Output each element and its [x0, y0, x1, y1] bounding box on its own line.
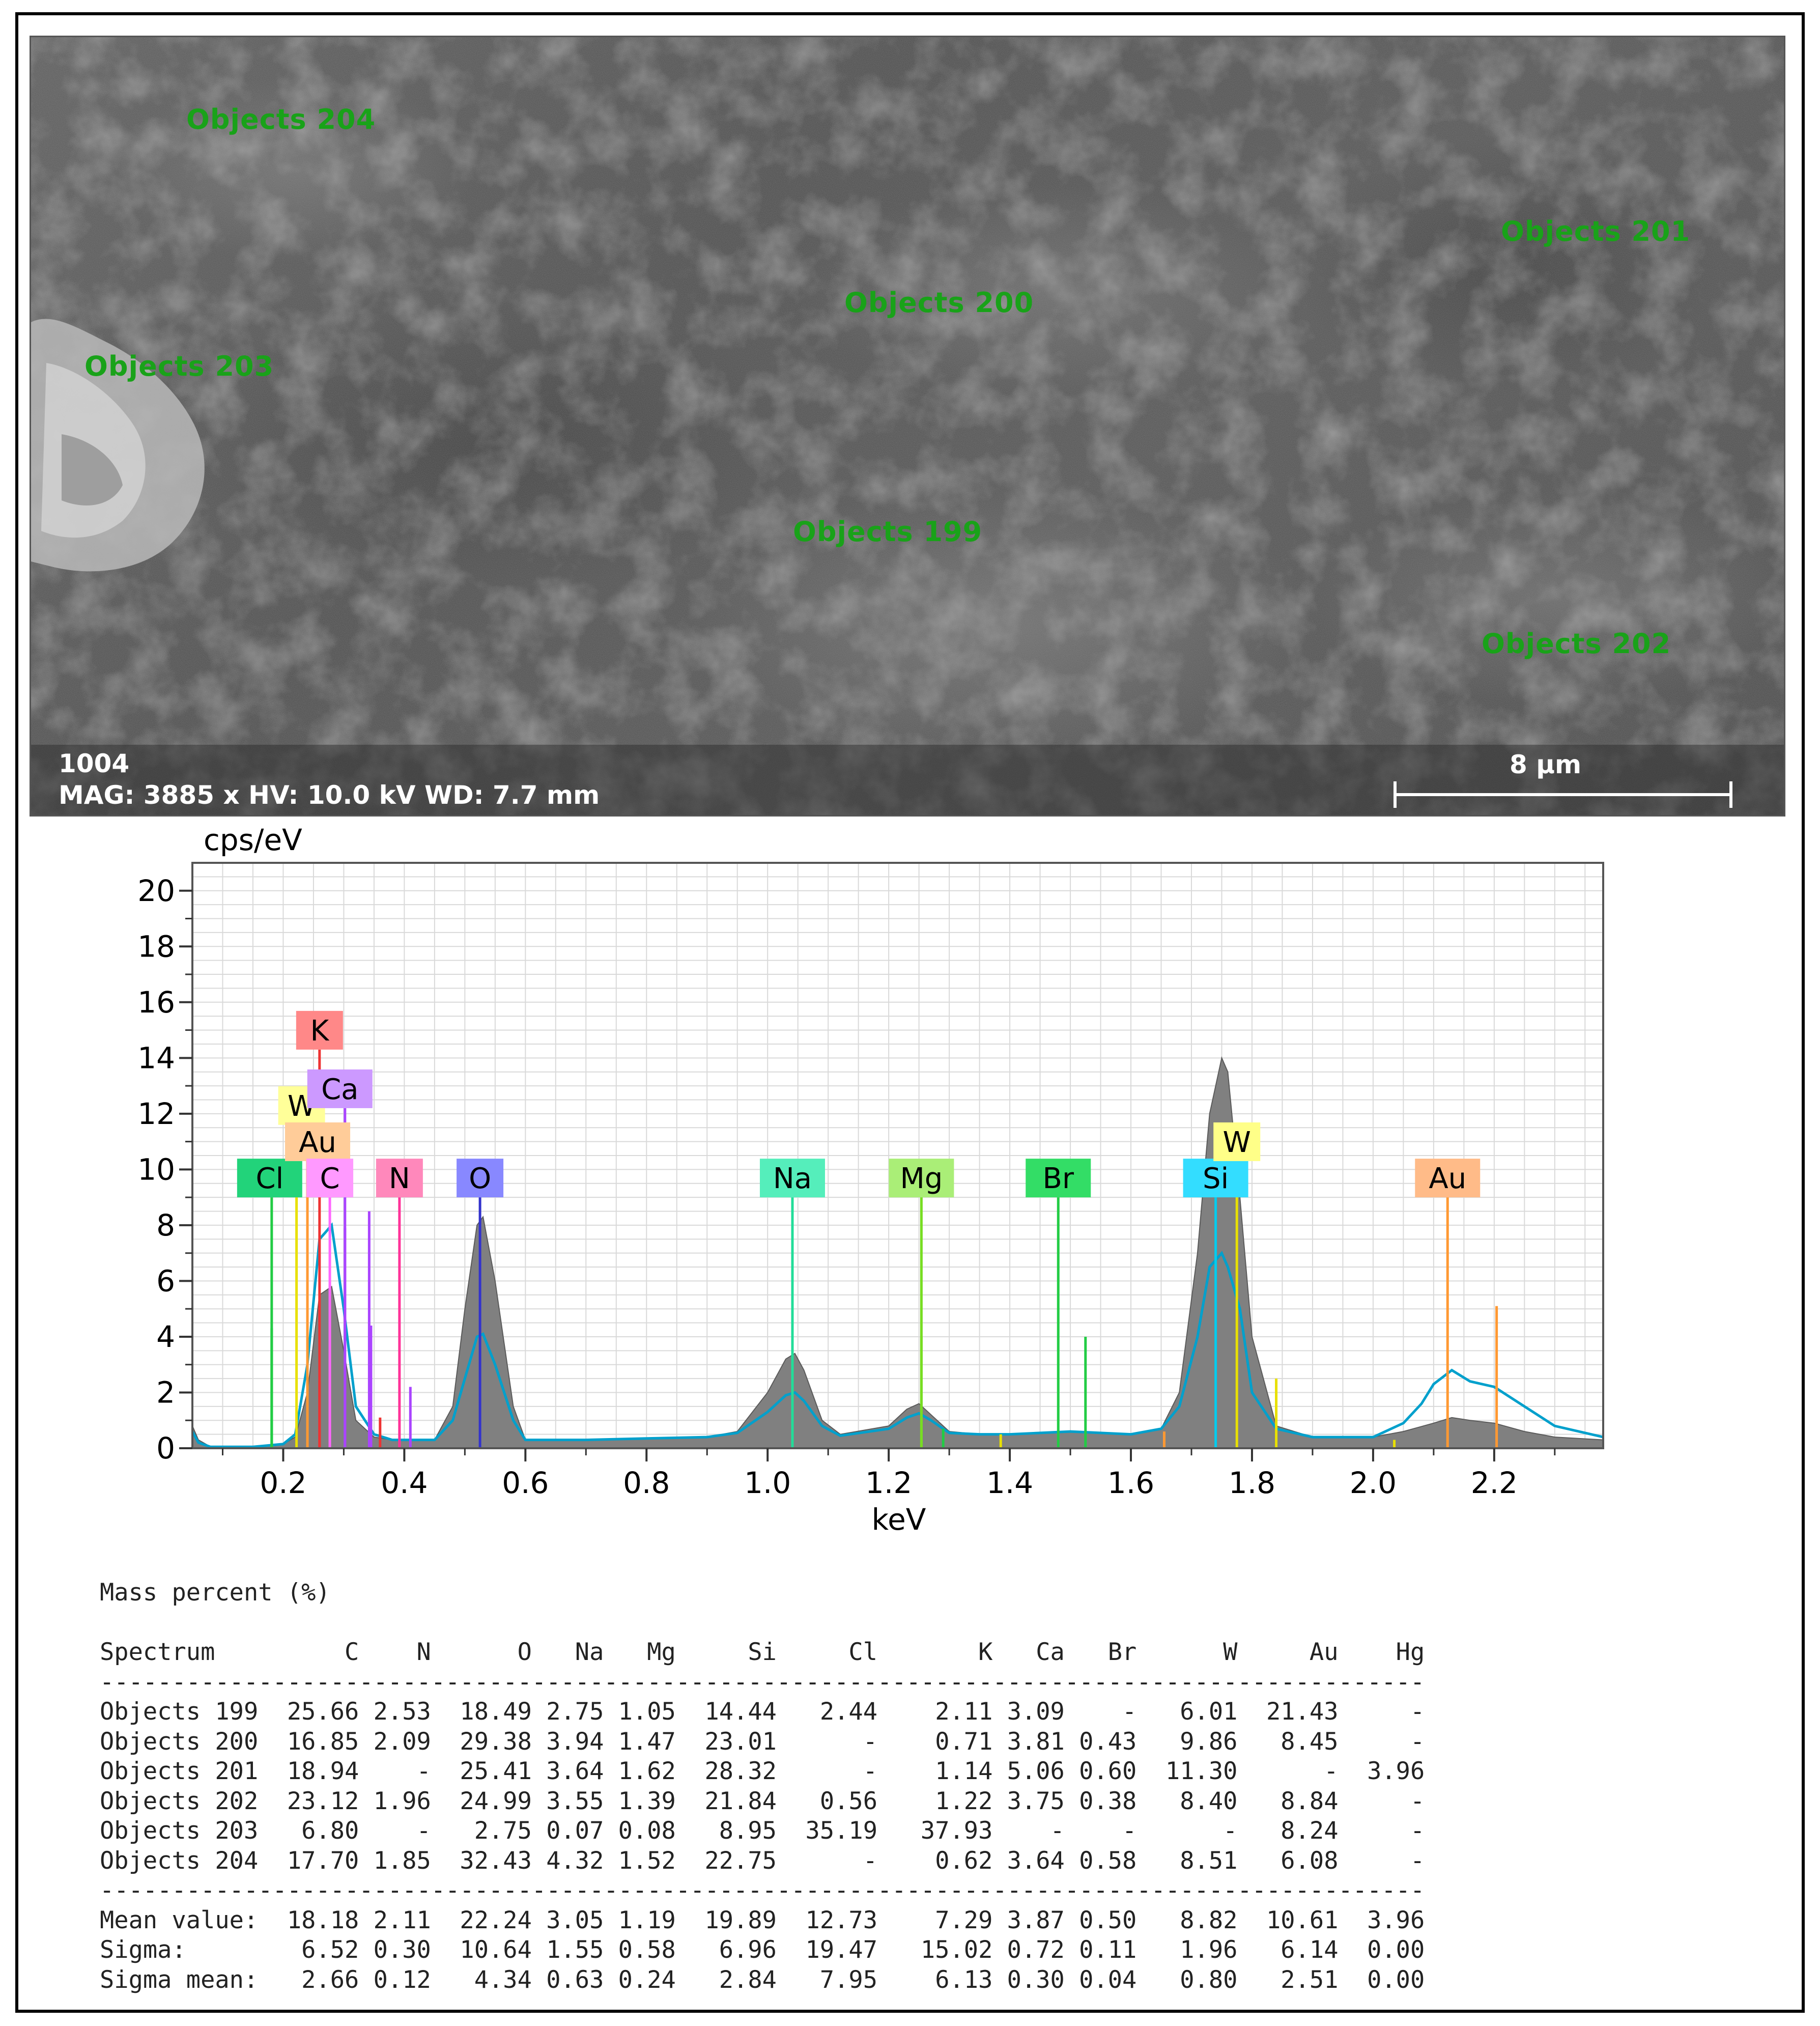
element-label-box	[285, 1122, 351, 1161]
element-label: O	[469, 1162, 491, 1195]
element-label: Cl	[256, 1162, 284, 1195]
x-tick-label: 2.2	[1471, 1466, 1518, 1500]
acquisition-info: MAG: 3885 x HV: 10.0 kV WD: 7.7 mm	[59, 780, 600, 810]
element-label: Au	[1429, 1162, 1466, 1195]
eds-spectrum-chart: 0 2 4 6 8 10 12 14 16 18 20 0.2 0.4 0.6 0.8 1.0 1.2 1.4 1.…	[137, 823, 1604, 1537]
y-tick-label: 14	[137, 1040, 175, 1075]
element-label-box	[296, 1010, 343, 1050]
y-tick-label: 12	[137, 1096, 175, 1131]
element-label: Na	[773, 1162, 812, 1195]
y-tick-label: 8	[156, 1208, 175, 1243]
element-label-box	[889, 1159, 954, 1198]
chart-series	[191, 1056, 1604, 1449]
element-label: Ca	[321, 1073, 358, 1106]
x-tick-label: 0.4	[381, 1466, 428, 1500]
element-label-box	[1026, 1159, 1091, 1198]
element-label: Si	[1203, 1162, 1229, 1195]
element-label-box	[1213, 1122, 1261, 1161]
table-title: Mass percent (%)	[100, 1579, 330, 1607]
x-tick-label: 1.8	[1229, 1466, 1275, 1500]
object-label: Objects 201	[1501, 215, 1691, 247]
x-axis-label: keV	[872, 1502, 926, 1537]
element-label-box	[457, 1159, 504, 1198]
y-tick-label: 0	[156, 1431, 175, 1466]
chart-grid	[192, 862, 1603, 1449]
element-label: W	[1223, 1126, 1251, 1159]
y-axis-label: cps/eV	[204, 823, 302, 857]
chart-axes: 0 2 4 6 8 10 12 14 16 18 20 0.2 0.4 0.6 0.8 1.0 1.2 1.4 1.…	[137, 862, 1604, 1500]
element-label: Mg	[900, 1162, 943, 1195]
plot-frame	[191, 862, 1604, 1449]
y-tick-label: 16	[137, 985, 175, 1020]
x-tick-label: 0.6	[502, 1466, 549, 1500]
image-id: 1004	[59, 749, 130, 778]
element-label: Au	[299, 1126, 336, 1159]
y-tick-label: 10	[137, 1152, 175, 1187]
element-label-box	[376, 1159, 423, 1198]
element-label-box	[307, 1069, 373, 1108]
element-label: K	[310, 1015, 329, 1048]
element-label-box	[1183, 1159, 1248, 1198]
mass-percent-table: Mass percent (%) Spectrum C N O Na Mg Si…	[100, 1578, 1425, 1995]
x-tick-label: 1.2	[865, 1466, 912, 1500]
x-tick-label: 0.2	[260, 1466, 306, 1500]
x-tick-label: 2.0	[1350, 1466, 1397, 1500]
object-label: Objects 200	[844, 287, 1034, 319]
object-label: Objects 203	[84, 350, 274, 382]
element-label-box	[237, 1159, 302, 1198]
y-tick-label: 20	[137, 874, 175, 908]
object-label: Objects 199	[793, 516, 983, 548]
object-label: Objects 204	[186, 103, 376, 135]
y-tick-label: 6	[156, 1263, 175, 1298]
element-label: N	[389, 1162, 410, 1195]
y-tick-label: 2	[156, 1375, 175, 1410]
y-tick-label: 18	[137, 929, 175, 964]
element-label-box	[306, 1159, 354, 1198]
x-tick-label: 1.6	[1107, 1466, 1154, 1500]
scale-bar-label: 8 µm	[1510, 750, 1582, 779]
y-tick-label: 4	[156, 1319, 175, 1354]
element-label-box	[759, 1159, 825, 1198]
element-label: Br	[1043, 1162, 1074, 1195]
sem-micrograph: Objects 204 Objects 201 Objects 200 Obje…	[30, 36, 1785, 817]
x-tick-label: 0.8	[623, 1466, 670, 1500]
element-label-box	[1415, 1159, 1481, 1198]
element-label: C	[320, 1162, 340, 1195]
spectrum-series-line	[191, 1222, 1604, 1448]
object-label: Objects 202	[1482, 628, 1671, 660]
x-tick-label: 1.0	[744, 1466, 791, 1500]
sem-texture	[31, 37, 1784, 815]
table-body: Spectrum C N O Na Mg Si Cl K Ca Br W Au …	[100, 1638, 1425, 1994]
x-tick-label: 1.4	[986, 1466, 1033, 1500]
